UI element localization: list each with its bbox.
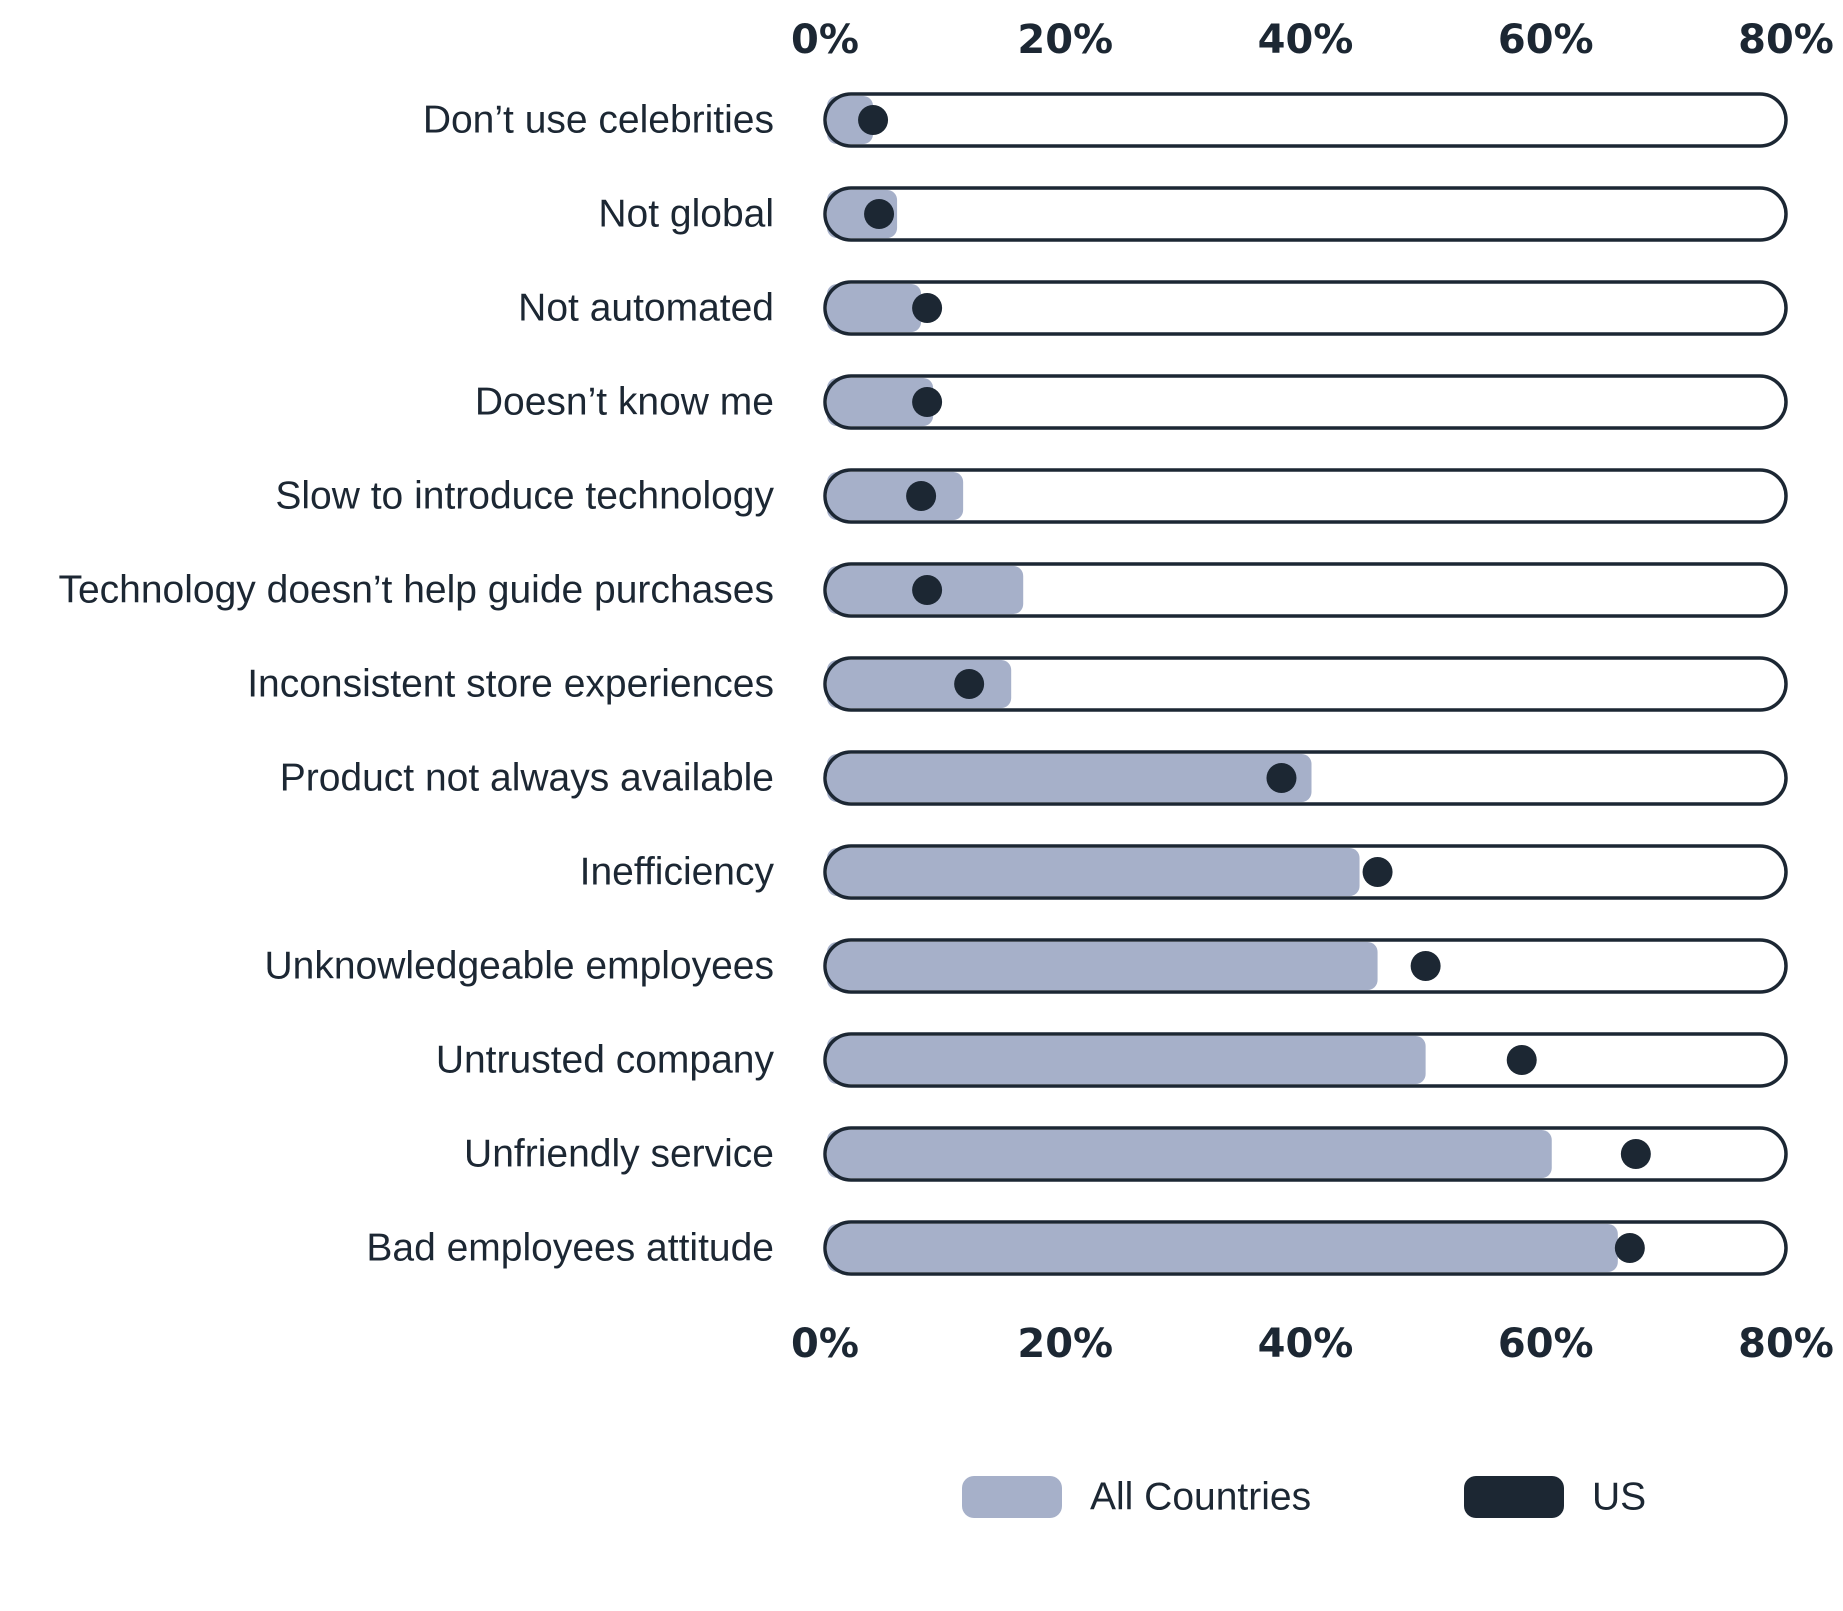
legend-swatch [1464,1476,1564,1518]
bar-all-countries [827,378,934,426]
bar-track-outline [823,1126,1788,1182]
dot-us [1362,857,1393,887]
bar-track [825,94,1786,146]
bar-track [825,658,1786,710]
bar-all-countries [827,96,874,144]
bar-track-outline [823,750,1788,806]
dot-us [954,669,985,699]
dot-us [864,199,895,229]
dot-us [906,481,937,511]
bar-all-countries [827,472,964,520]
bar-all-countries [827,284,922,332]
x-tick-label-bottom: 40% [1258,1321,1354,1367]
bar-track-outline [823,186,1788,242]
dot-us [858,105,889,135]
dot-us [912,387,943,417]
bar-track-outline [823,1032,1788,1088]
dot-us [1614,1233,1645,1263]
category-label: Unfriendly service [464,1133,774,1176]
dot-us [1506,1045,1537,1075]
bar-track-outline [823,656,1788,712]
bar-all-countries [827,1130,1552,1178]
bar-track [825,188,1786,240]
category-label: Doesn’t know me [475,381,774,424]
x-tick-label-bottom: 80% [1738,1321,1834,1367]
dot-us [1620,1139,1651,1169]
x-tick-label-top: 0% [791,17,859,63]
legend-label: All Countries [1090,1476,1311,1519]
dot-us [1410,951,1441,981]
category-label: Not global [598,193,774,236]
bar-track-outline [823,468,1788,524]
category-label: Bad employees attitude [366,1227,774,1270]
bar-all-countries [827,1224,1618,1272]
legend-label: US [1592,1476,1646,1519]
bar-track-outline [823,280,1788,336]
category-label: Inconsistent store experiences [247,663,774,706]
category-label: Untrusted company [436,1039,775,1082]
bar-track-outline [823,562,1788,618]
bar-all-countries [827,754,1312,802]
x-tick-label-top: 20% [1017,17,1113,63]
legend-swatch [962,1476,1062,1518]
x-tick-label-bottom: 20% [1017,1321,1113,1367]
x-tick-label-bottom: 60% [1498,1321,1594,1367]
category-label: Don’t use celebrities [423,99,774,142]
bar-track [825,376,1786,428]
x-tick-label-top: 40% [1258,17,1354,63]
bar-track [825,564,1786,616]
bar-track-outline [823,844,1788,900]
x-tick-label-top: 80% [1738,17,1834,63]
category-label: Inefficiency [580,851,775,894]
category-label: Technology doesn’t help guide purchases [58,569,774,612]
category-label: Not automated [518,287,774,330]
bar-track-outline [823,374,1788,430]
dot-us [1266,763,1297,793]
dot-us [912,575,943,605]
category-label: Unknowledgeable employees [265,945,775,988]
bar-track-outline [823,92,1788,148]
x-tick-label-bottom: 0% [791,1321,859,1367]
category-label: Product not always available [280,757,774,800]
bar-all-countries [827,1036,1426,1084]
x-tick-label-top: 60% [1498,17,1594,63]
bar-all-countries [827,848,1360,896]
bar-track-outline [823,938,1788,994]
bar-all-countries [827,942,1378,990]
bar-track-outline [823,1220,1788,1276]
dot-us [912,293,943,323]
category-label: Slow to introduce technology [275,475,774,518]
bar-track [825,470,1786,522]
bar-track [825,282,1786,334]
